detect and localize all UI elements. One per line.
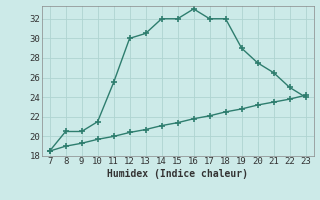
X-axis label: Humidex (Indice chaleur): Humidex (Indice chaleur) [107, 169, 248, 179]
